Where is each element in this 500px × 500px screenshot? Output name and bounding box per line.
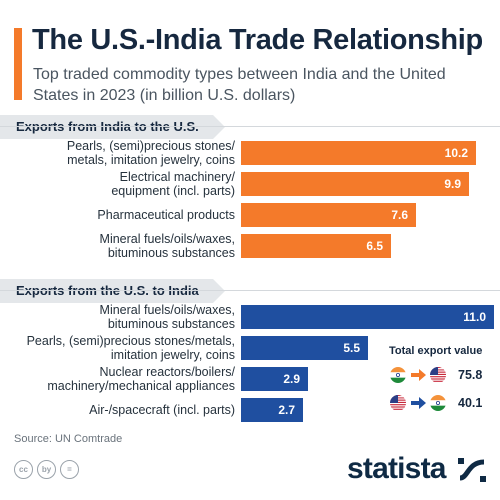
- legend-total-value: 75.8: [458, 368, 483, 382]
- bar-1-1: [241, 141, 476, 165]
- us-flag-icon: [390, 395, 406, 411]
- legend-total-value: 40.1: [458, 396, 483, 410]
- category-label-line: Pharmaceutical products: [97, 208, 235, 222]
- bar-1-2: [241, 172, 469, 196]
- bar-value-label: 9.9: [444, 177, 461, 191]
- chart-subtitle: Top traded commodity types between India…: [33, 66, 446, 104]
- legend-title: Total export value: [389, 345, 483, 357]
- category-label-line: metals, imitation jewelry, coins: [67, 153, 235, 167]
- bar-value-label: 6.5: [366, 239, 383, 253]
- bar-2-2: [241, 336, 368, 360]
- source-note: Source: UN Comtrade: [14, 433, 123, 445]
- bar-2-4: [241, 398, 303, 422]
- category-label-line: bituminous substances: [107, 246, 235, 260]
- bar-value-label: 7.6: [391, 208, 408, 222]
- category-label-line: Nuclear reactors/boilers/: [99, 365, 235, 379]
- india-flag-icon: [390, 367, 406, 383]
- title-accent-bar: [14, 28, 22, 100]
- section-header-1: Exports from India to the U.S.: [0, 115, 225, 139]
- bar-value-label: 2.7: [278, 403, 295, 417]
- bar-value-label: 5.5: [343, 341, 360, 355]
- category-label-line: Pearls, (semi)precious stones/: [66, 139, 235, 153]
- bar-2-1: [241, 305, 494, 329]
- category-label: Pharmaceutical products: [10, 208, 235, 222]
- category-label-line: Mineral fuels/oils/waxes,: [99, 303, 235, 317]
- category-label: Air-/spacecraft (incl. parts): [10, 403, 235, 417]
- category-label-line: Pearls, (semi)precious stones/metals,: [26, 334, 235, 348]
- bar-2-3: [241, 367, 308, 391]
- category-label: Mineral fuels/oils/waxes, bituminous subs…: [10, 232, 235, 260]
- category-label-line: machinery/mechanical appliances: [47, 379, 235, 393]
- category-label-line: imitation jewelry, coins: [110, 348, 235, 362]
- creative-commons-icon[interactable]: cc: [14, 460, 33, 479]
- category-label-line: Air-/spacecraft (incl. parts): [89, 403, 235, 417]
- category-label-line: equipment (incl. parts): [111, 184, 235, 198]
- category-label: Pearls, (semi)precious stones/metals, im…: [10, 139, 235, 167]
- total-export-legend: Total export value 75.8 40.1: [382, 341, 492, 425]
- bar-value-label: 11.0: [463, 310, 486, 324]
- category-label: Mineral fuels/oils/waxes, bituminous subs…: [10, 303, 235, 331]
- india-flag-icon: [430, 395, 446, 411]
- section-divider: [0, 290, 500, 291]
- bar-1-3: [241, 203, 416, 227]
- category-label: Electrical machinery/equipment (incl. pa…: [10, 170, 235, 198]
- statista-logo-icon: [458, 458, 486, 482]
- category-label-line: Electrical machinery/: [119, 170, 235, 184]
- attribution-icon[interactable]: by: [37, 460, 56, 479]
- section-divider: [0, 126, 500, 127]
- statista-wordmark[interactable]: statista: [347, 452, 446, 485]
- chart-title: The U.S.-India Trade Relationship: [32, 24, 483, 56]
- arrow-right-icon: [411, 397, 426, 409]
- license-icons: cc by =: [14, 460, 79, 479]
- category-label: Nuclear reactors/boilers/machinery/mecha…: [10, 365, 235, 393]
- no-derivatives-icon[interactable]: =: [60, 460, 79, 479]
- section-header-2: Exports from the U.S. to India: [0, 279, 225, 303]
- bar-value-label: 10.2: [444, 146, 468, 160]
- us-flag-icon: [430, 367, 446, 383]
- category-label-line: bituminous substances: [107, 317, 235, 331]
- arrow-right-icon: [411, 369, 426, 381]
- bar-value-label: 2.9: [283, 372, 300, 386]
- category-label: Pearls, (semi)precious stones/metals, imi…: [10, 334, 235, 362]
- category-label-line: Mineral fuels/oils/waxes,: [99, 232, 235, 246]
- bar-1-4: [241, 234, 391, 258]
